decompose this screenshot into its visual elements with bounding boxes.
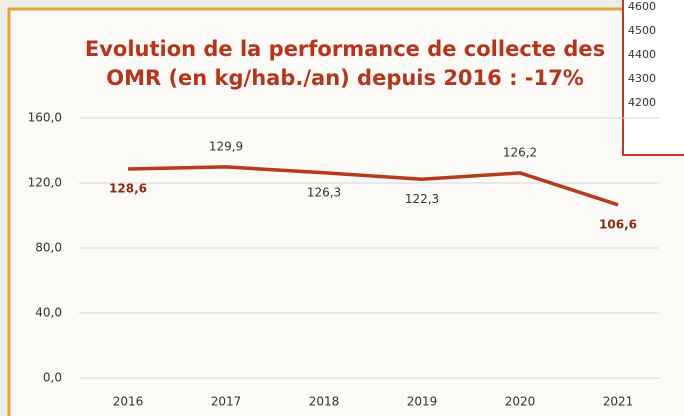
inset-tick-label: 4500 bbox=[628, 24, 656, 37]
chart-title: OMR (en kg/hab./an) depuis 2016 : -17% bbox=[106, 66, 584, 90]
chart-title: Evolution de la performance de collecte … bbox=[85, 37, 605, 61]
inset-tick-label: 4600 bbox=[628, 0, 656, 13]
data-label: 129,9 bbox=[209, 139, 243, 153]
data-label: 126,2 bbox=[503, 145, 537, 159]
data-line bbox=[127, 165, 619, 207]
data-label: 126,3 bbox=[307, 185, 341, 199]
x-tick-label: 2020 bbox=[505, 395, 536, 409]
inset-tick-label: 4400 bbox=[628, 48, 656, 61]
inset-chart: 4600 4500 4400 4300 4200 bbox=[622, 0, 684, 156]
data-label: 106,6 bbox=[599, 217, 637, 231]
y-tick-label: 0,0 bbox=[43, 371, 62, 385]
inset-tick-label: 4200 bbox=[628, 96, 656, 109]
y-tick-label: 120,0 bbox=[28, 176, 62, 190]
y-tick-label: 40,0 bbox=[35, 306, 62, 320]
x-tick-label: 2018 bbox=[309, 395, 340, 409]
chart-frame bbox=[7, 7, 684, 416]
inset-frame bbox=[622, 0, 684, 156]
data-label: 122,3 bbox=[405, 192, 439, 206]
x-tick-label: 2021 bbox=[603, 395, 634, 409]
x-tick-label: 2019 bbox=[407, 395, 438, 409]
y-tick-label: 80,0 bbox=[35, 241, 62, 255]
data-label: 128,6 bbox=[109, 182, 147, 196]
x-tick-label: 2016 bbox=[113, 395, 144, 409]
y-tick-label: 160,0 bbox=[28, 111, 62, 125]
inset-tick-label: 4300 bbox=[628, 72, 656, 85]
x-tick-label: 2017 bbox=[211, 395, 242, 409]
